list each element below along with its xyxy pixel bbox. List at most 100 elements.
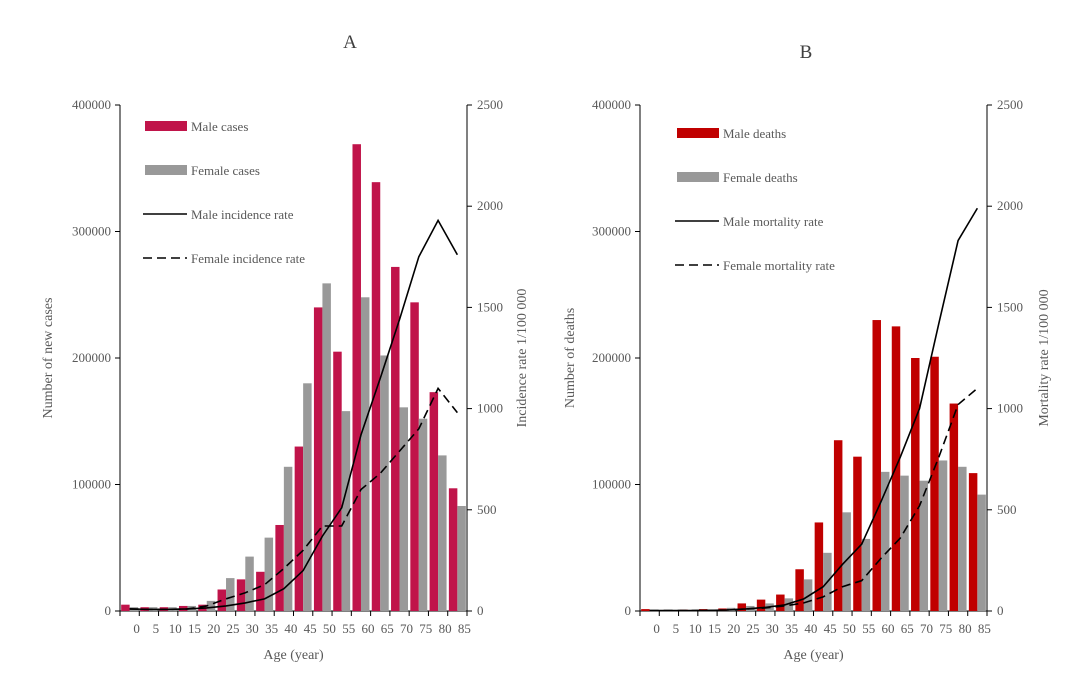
panel-a-y2-tick-label: 500	[477, 502, 497, 517]
panel-b-x-tick-label: 55	[862, 621, 875, 636]
panel-a-bar-female-cases	[264, 537, 274, 611]
panel-a-legend-female-incidence-rate-label: Female incidence rate	[191, 251, 305, 266]
panel-b-line-male-mortality-rate	[649, 207, 979, 612]
panel-b-x-tick-label: 15	[708, 621, 721, 636]
panel-a-line-female-incidence-rate	[129, 386, 458, 611]
panel-b-bar-male-deaths	[756, 599, 766, 611]
panel-b-bar-male-deaths	[795, 569, 804, 611]
panel-a-bar-female-cases	[380, 355, 389, 611]
panel-a-x-tick-label: 50	[323, 621, 336, 636]
panel-a-y2-axis-title: Incidence rate 1/100 000	[515, 289, 530, 428]
panel-b-bar-female-deaths	[861, 538, 871, 611]
panel-a-bar-male-cases	[217, 589, 227, 611]
panel-a-bar-male-cases	[256, 571, 265, 611]
panel-b-x-tick-label: 70	[920, 621, 933, 636]
panel-a-bar-female-cases	[457, 506, 466, 611]
panel-b-x-tick-label: 75	[939, 621, 952, 636]
panel-b-bar-female-deaths	[977, 494, 986, 611]
panel-b-bar-male-deaths	[968, 473, 978, 611]
panel-b-bar-male-deaths	[776, 594, 785, 611]
panel-b-legend-male-deaths-label: Male deaths	[723, 126, 786, 141]
panel-b-legend-male-deaths-swatch	[677, 128, 719, 138]
panel-a-y-tick-label: 400000	[72, 97, 111, 112]
panel-b-x-tick-label: 10	[689, 621, 702, 636]
panel-b-bar-male-deaths	[930, 356, 939, 611]
panel-a-line-male-incidence-rate	[129, 218, 459, 611]
panel-a-bar-female-cases	[399, 407, 409, 611]
panel-a-legend-male-cases-label: Male cases	[191, 119, 248, 134]
panel-a-bar-female-cases	[341, 411, 351, 611]
panel-b-bar-female-deaths	[784, 598, 794, 611]
panel-a-bar-male-cases	[429, 392, 439, 611]
panel-a-bar-female-cases	[206, 600, 216, 611]
panel-b-y-tick-label: 300000	[592, 224, 631, 239]
panel-a-bar-male-cases	[275, 524, 284, 611]
panel-a-bar-male-cases	[294, 446, 304, 611]
panel-b-legend-male-mortality-rate-label: Male mortality rate	[723, 214, 824, 229]
panel-b-y2-tick-label: 1000	[997, 401, 1023, 416]
panel-b-y2-axis-title: Mortality rate 1/100 000	[1037, 289, 1052, 426]
panel-a-y2-tick-label: 1500	[477, 299, 503, 314]
panel-a-bar-female-cases	[245, 556, 254, 611]
panel-a-legend-male-incidence-rate-label: Male incidence rate	[191, 207, 294, 222]
panel-b-bar-female-deaths	[958, 466, 967, 611]
panel-b-bar-female-deaths	[900, 475, 909, 611]
panel-a-bar-female-cases	[322, 283, 331, 611]
panel-a-y2-tick-label: 2500	[477, 97, 503, 112]
panel-b-legend-female-mortality-rate-label: Female mortality rate	[723, 258, 835, 273]
panel-b-title: B	[800, 42, 813, 63]
panel-a-bar-male-cases	[391, 266, 400, 611]
panel-b-x-tick-label: 40	[804, 621, 817, 636]
panel-a-x-tick-label: 25	[227, 621, 240, 636]
panel-a-x-tick-label: 65	[381, 621, 394, 636]
panel-a-x-tick-label: 35	[265, 621, 278, 636]
panel-a-y-tick-label: 200000	[72, 350, 111, 365]
panel-a-x-tick-label: 60	[361, 621, 374, 636]
panel-a-bar-male-cases	[236, 579, 246, 611]
panel-b-legend-female-deaths-label: Female deaths	[723, 170, 798, 185]
panel-a-x-tick-label: 5	[153, 621, 160, 636]
panel-a-title: A	[343, 32, 357, 53]
panel-b-bar-male-deaths	[833, 440, 843, 611]
panel-a-bar-male-cases	[448, 488, 458, 611]
panel-a-y-tick-label: 100000	[72, 477, 111, 492]
panel-b-bar-male-deaths	[814, 522, 824, 611]
panel-a-y2-tick-label: 2000	[477, 198, 503, 213]
panel-a-bar-female-cases	[360, 297, 370, 611]
panel-b-y2-tick-label: 2000	[997, 198, 1023, 213]
panel-a-y-tick-label: 300000	[72, 224, 111, 239]
panel-a-bar-female-cases	[438, 455, 447, 611]
panel-b-x-axis-title: Age (year)	[783, 648, 844, 663]
panel-b-y2-tick-label: 500	[997, 502, 1017, 517]
panel-b-x-tick-label: 85	[978, 621, 991, 636]
panel-a-x-tick-label: 0	[133, 621, 140, 636]
panel-a-bar-male-cases	[121, 604, 130, 611]
panel-a-y-tick-label: 0	[105, 603, 112, 618]
panel-a-x-tick-label: 30	[246, 621, 259, 636]
panel-a-bar-female-cases	[226, 578, 235, 611]
panel-a-bar-female-cases	[283, 466, 293, 611]
panel-b-bar-male-deaths	[641, 609, 650, 611]
panel-a-bar-female-cases	[303, 383, 312, 611]
panel-b-bar-male-deaths	[737, 603, 747, 611]
panel-a-bar-male-cases	[410, 302, 419, 611]
panel-b-x-tick-label: 5	[673, 621, 680, 636]
panel-a-x-tick-label: 20	[207, 621, 220, 636]
panel-a-x-tick-label: 45	[304, 621, 317, 636]
panel-a-x-tick-label: 70	[400, 621, 413, 636]
panel-b-bar-female-deaths	[938, 460, 948, 611]
panel-b-x-tick-label: 35	[785, 621, 798, 636]
panel-a-y-axis-title: Number of new cases	[41, 298, 56, 419]
panel-b-legend-female-deaths-swatch	[677, 172, 719, 182]
panel-b-bar-male-deaths	[911, 358, 920, 611]
panel-a-legend-female-cases-label: Female cases	[191, 163, 260, 178]
panel-b-x-tick-label: 20	[727, 621, 740, 636]
panel-a-y2-tick-label: 1000	[477, 401, 503, 416]
panel-a-x-tick-label: 55	[342, 621, 355, 636]
panel-b-x-tick-label: 65	[901, 621, 914, 636]
panel-b-bar-male-deaths	[949, 403, 959, 611]
panel-a-x-axis-title: Age (year)	[263, 648, 324, 663]
panel-b-line-female-mortality-rate	[649, 387, 978, 612]
